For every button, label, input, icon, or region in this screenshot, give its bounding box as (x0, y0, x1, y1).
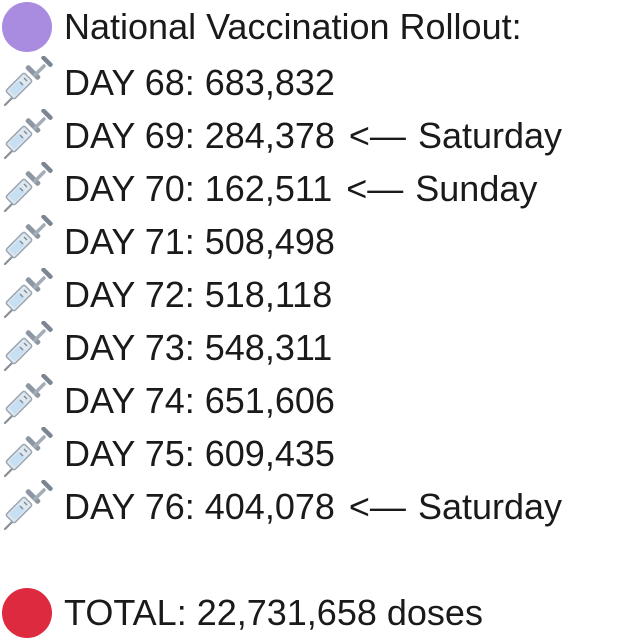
day-label: DAY 76: (64, 486, 195, 527)
day-row: DAY 73: 548,311 (0, 321, 332, 375)
day-label: DAY 69: (64, 115, 195, 156)
syringe-icon (3, 321, 54, 372)
total-text: TOTAL: 22,731,658 doses (64, 592, 483, 633)
day-label: DAY 74: (64, 380, 195, 421)
arrow-text: <— (346, 168, 404, 209)
day-row: DAY 76: 404,078 <— Saturday (0, 480, 562, 534)
arrow-text: <— (348, 115, 406, 156)
day-value: 609,435 (204, 433, 335, 474)
day-note: Sunday (415, 168, 538, 209)
day-label: DAY 72: (64, 274, 195, 315)
total-line: TOTAL: 22,731,658 doses (0, 586, 483, 640)
day-note: Saturday (417, 115, 563, 156)
day-label: DAY 68: (64, 62, 195, 103)
day-label: DAY 73: (64, 327, 195, 368)
day-value: 162,511 (204, 168, 333, 209)
day-row: DAY 75: 609,435 (0, 427, 335, 481)
day-note: Saturday (417, 486, 563, 527)
day-value: 548,311 (204, 327, 333, 368)
syringe-icon (3, 109, 54, 160)
day-row: DAY 74: 651,606 (0, 374, 335, 428)
day-value: 404,078 (204, 486, 335, 527)
red-circle-icon (2, 588, 52, 638)
day-value: 518,118 (204, 274, 333, 315)
syringe-icon (3, 268, 54, 319)
day-row: DAY 72: 518,118 (0, 268, 332, 322)
header-line: National Vaccination Rollout: (0, 0, 522, 54)
header-text: National Vaccination Rollout: (64, 6, 522, 47)
day-value: 508,498 (204, 221, 335, 262)
syringe-icon (3, 480, 54, 531)
day-row: DAY 68: 683,832 (0, 56, 335, 110)
day-value: 284,378 (204, 115, 335, 156)
syringe-icon (3, 427, 54, 478)
day-label: DAY 75: (64, 433, 195, 474)
syringe-icon (3, 56, 54, 107)
day-label: DAY 71: (64, 221, 195, 262)
day-row: DAY 70: 162,511 <— Sunday (0, 162, 537, 216)
day-row: DAY 71: 508,498 (0, 215, 335, 269)
arrow-text: <— (348, 486, 406, 527)
purple-circle-icon (2, 2, 52, 52)
day-value: 651,606 (204, 380, 335, 421)
syringe-icon (3, 162, 54, 213)
day-value: 683,832 (204, 62, 335, 103)
syringe-icon (3, 374, 54, 425)
syringe-icon (3, 215, 54, 266)
day-row: DAY 69: 284,378 <— Saturday (0, 109, 562, 163)
day-label: DAY 70: (64, 168, 195, 209)
